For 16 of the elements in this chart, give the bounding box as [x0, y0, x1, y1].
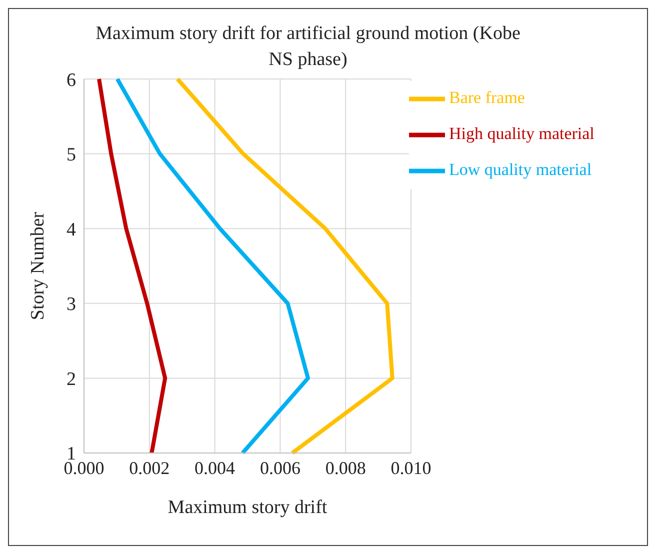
y-tick-label: 2	[66, 368, 76, 390]
x-axis-title: Maximum story drift	[168, 497, 328, 518]
legend-label: Bare frame	[449, 88, 525, 107]
legend-label: High quality material	[449, 124, 594, 143]
legend-label: Low quality material	[449, 160, 592, 179]
y-tick-label: 6	[66, 70, 76, 91]
x-tick-label: 0.002	[129, 458, 170, 478]
x-tick-label: 0.008	[325, 458, 366, 478]
y-tick-label: 3	[66, 294, 76, 316]
x-tick-label: 0.006	[260, 458, 300, 478]
y-tick-label: 4	[66, 219, 76, 240]
x-tick-label: 0.004	[194, 458, 236, 478]
x-tick-label: 0.010	[390, 458, 432, 478]
y-tick-label: 5	[66, 144, 76, 166]
chart-title: Maximum story drift for artificial ground motion (Kobe NS phase)	[96, 23, 520, 70]
y-axis-title: Story Number	[28, 211, 49, 320]
